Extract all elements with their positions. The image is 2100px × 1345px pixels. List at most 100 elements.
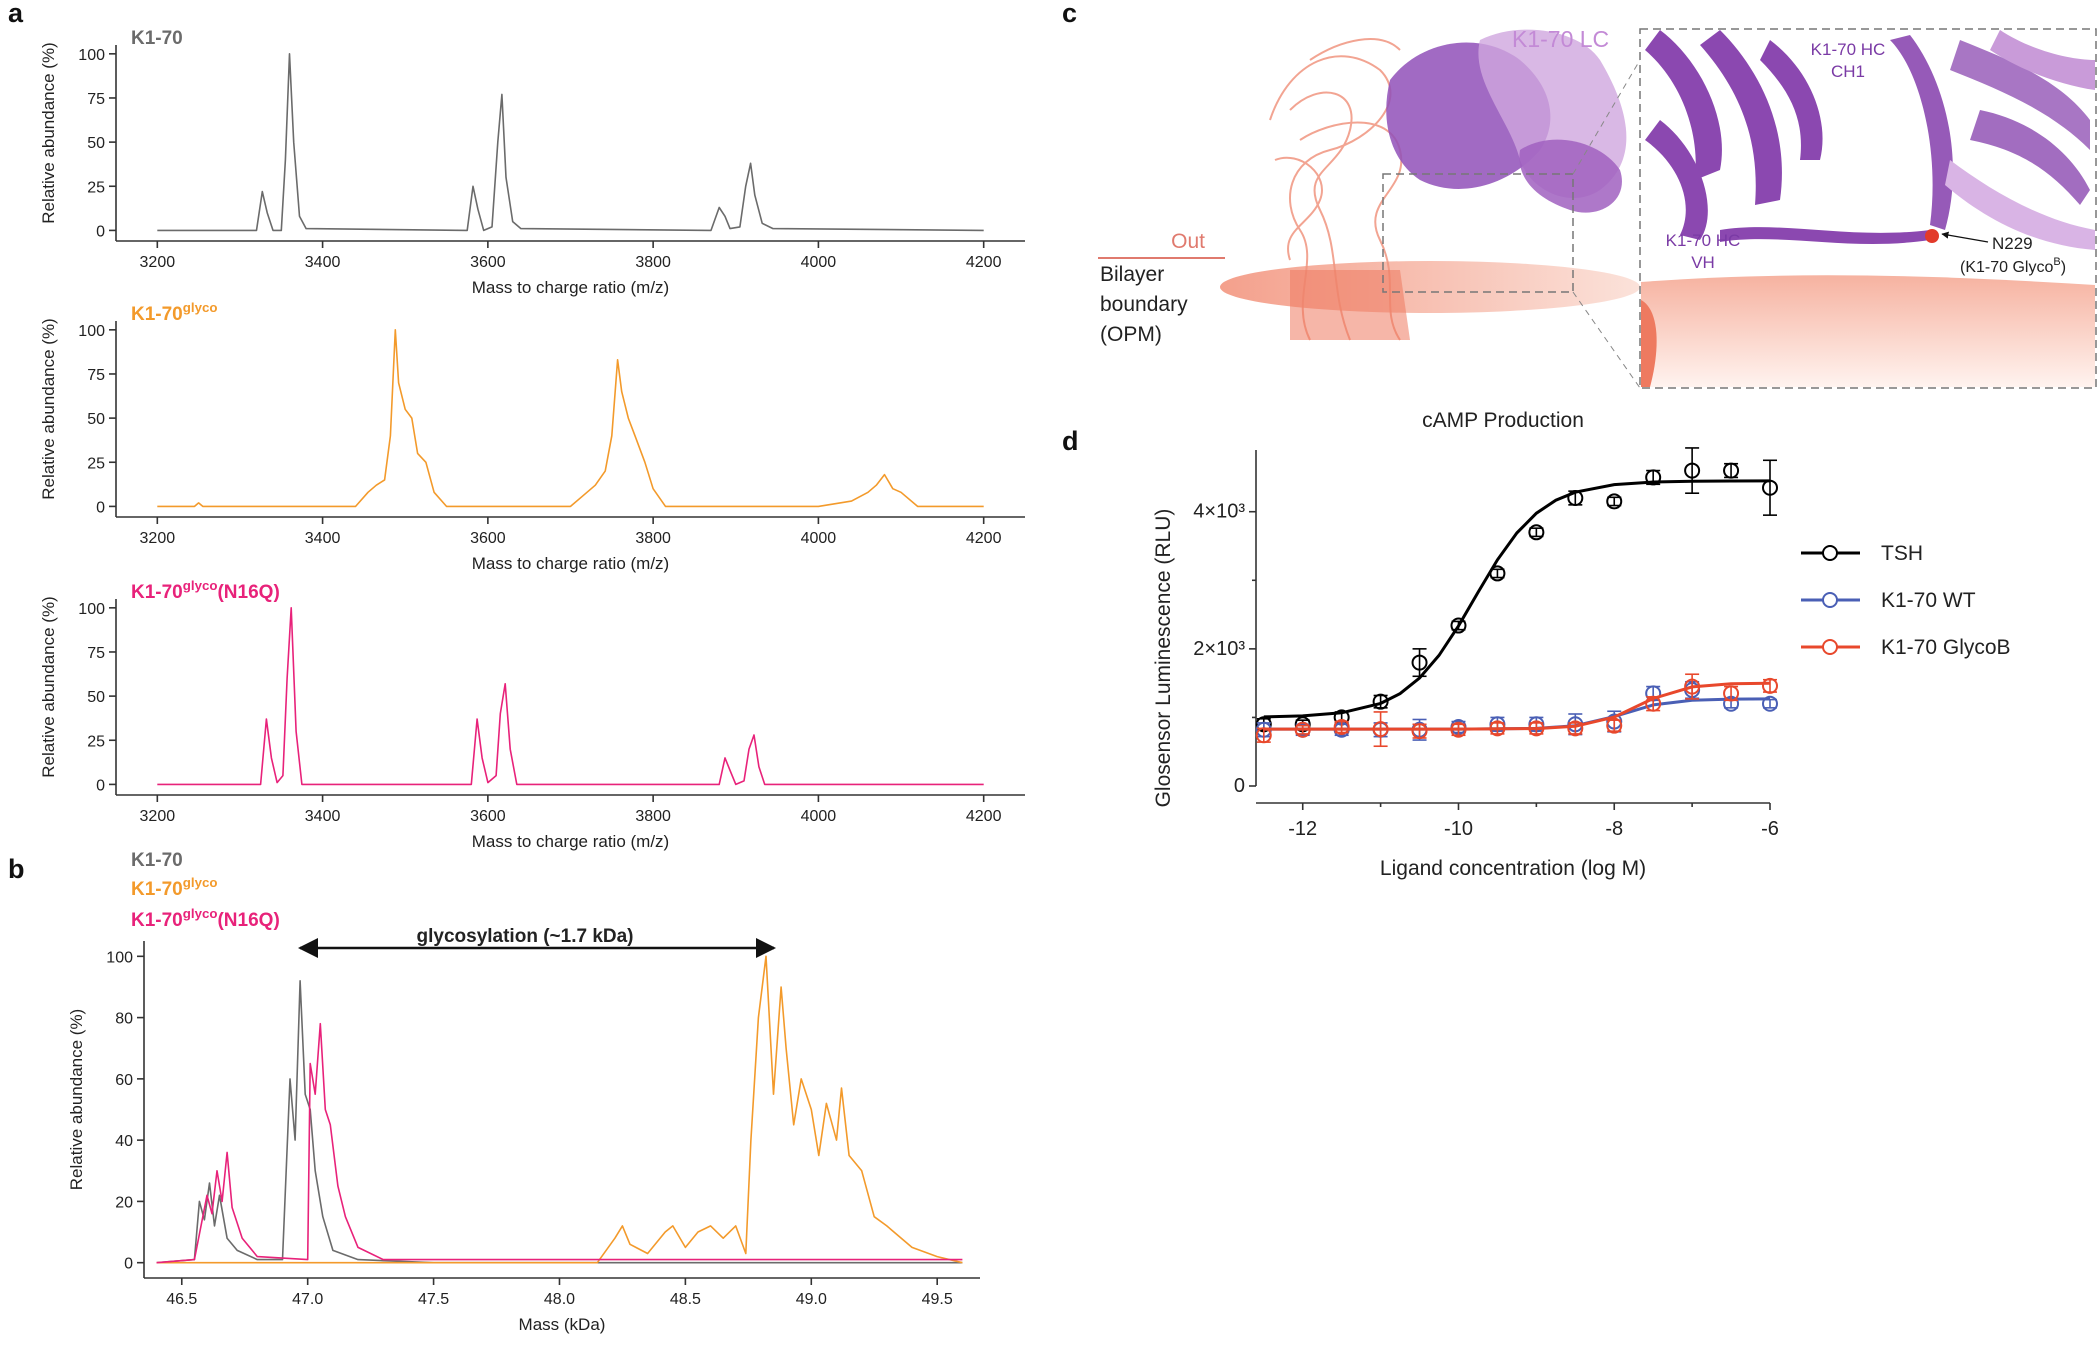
lc-label: K1-70 LC	[1512, 26, 1609, 52]
x-tick-label: 3200	[140, 808, 176, 825]
y-tick-label: 75	[87, 367, 105, 384]
spectrum-line	[156, 1022, 963, 1264]
y-axis-title: Relative abundance (%)	[39, 318, 58, 499]
data-point	[1762, 695, 1778, 712]
spectrum-line	[156, 980, 963, 1264]
legend-marker	[1822, 592, 1838, 608]
spectrum-line	[157, 329, 984, 508]
zoom-line	[1572, 291, 1641, 389]
bilayer	[1220, 261, 1640, 313]
chart-title-part: glyco	[183, 578, 218, 593]
data-point	[1372, 721, 1389, 738]
site-note-sup: B	[2053, 256, 2060, 268]
data-point	[1255, 727, 1272, 744]
data-point	[1723, 462, 1740, 479]
chart-title: K1-70glyco	[131, 300, 217, 325]
y-tick-label: 75	[87, 91, 105, 108]
legend-label: TSH	[1881, 542, 1923, 565]
x-axis-title: Mass to charge ratio (m/z)	[472, 554, 669, 573]
x-tick-label: 3600	[470, 808, 506, 825]
chart-title-part: (N16Q)	[217, 582, 279, 603]
y-tick-label: 4×10³	[1193, 501, 1245, 523]
chart-title-part: K1-70	[131, 582, 183, 603]
x-tick-label: -8	[1605, 818, 1623, 840]
data-point	[1567, 720, 1584, 737]
x-axis-title: Mass to charge ratio (m/z)	[472, 278, 669, 297]
x-tick-label: 3400	[305, 530, 341, 547]
y-axis-title: Relative abundance (%)	[39, 596, 58, 777]
x-tick-label: 3800	[635, 530, 671, 547]
x-tick-label: 47.0	[292, 1291, 323, 1308]
site-label: N229	[1992, 234, 2033, 253]
panel-label: b	[8, 854, 25, 884]
x-tick-label: 3400	[305, 254, 341, 271]
chart-title: K1-70	[131, 28, 183, 49]
bilayer-label: Bilayer	[1100, 263, 1164, 286]
y-tick-label: 20	[115, 1194, 133, 1211]
transmembrane	[1290, 270, 1410, 340]
chart-title-part: glyco	[183, 300, 218, 315]
data-point	[1333, 719, 1350, 736]
y-tick-label: 0	[1234, 775, 1245, 797]
y-tick-label: 50	[87, 689, 105, 706]
zoom-line	[1572, 59, 1641, 175]
x-tick-label: 4000	[801, 254, 837, 271]
legend-label-part: glyco	[183, 906, 218, 921]
data-point	[1645, 695, 1662, 712]
y-tick-label: 100	[78, 601, 105, 618]
chart-title: K1-70glyco(N16Q)	[131, 578, 280, 603]
x-tick-label: 3400	[305, 808, 341, 825]
data-point	[1450, 617, 1467, 634]
ch1-label: K1-70 HC	[1811, 40, 1886, 59]
y-tick-label: 50	[87, 411, 105, 428]
annotation: glycosylation (~1.7 kDa)	[417, 926, 634, 947]
panel-label: c	[1062, 0, 1077, 28]
legend-label: K1-70 WT	[1881, 589, 1976, 612]
chart-title-part: K1-70	[131, 304, 183, 325]
data-point	[1411, 654, 1428, 671]
x-tick-label: 3200	[140, 530, 176, 547]
y-tick-label: 100	[78, 47, 105, 64]
y-tick-label: 25	[87, 733, 105, 750]
y-tick-label: 100	[106, 949, 133, 966]
x-tick-label: 3200	[140, 254, 176, 271]
y-tick-label: 75	[87, 645, 105, 662]
ch1-label: CH1	[1831, 62, 1865, 81]
vh-label: VH	[1691, 253, 1715, 272]
y-tick-label: 100	[78, 323, 105, 340]
data-point	[1528, 720, 1545, 737]
data-point	[1606, 717, 1623, 734]
y-axis-title: Relative abundance (%)	[67, 1009, 86, 1190]
data-point	[1489, 565, 1506, 582]
legend-label-part: (N16Q)	[217, 910, 279, 931]
x-tick-label: -10	[1444, 818, 1473, 840]
bilayer-label: (OPM)	[1100, 323, 1162, 346]
vh-label: K1-70 HC	[1666, 231, 1741, 250]
chart-title: cAMP Production	[1422, 409, 1584, 432]
x-tick-label: 48.0	[544, 1291, 575, 1308]
y-tick-label: 80	[115, 1011, 133, 1028]
fit-curve	[1263, 681, 1771, 731]
x-tick-label: 3600	[470, 254, 506, 271]
data-point	[1606, 493, 1623, 510]
data-point	[1411, 723, 1428, 740]
chart-title-part: K1-70	[131, 28, 183, 49]
spectrum-line	[157, 53, 984, 232]
spectrum-line	[157, 607, 984, 786]
data-point	[1762, 479, 1778, 496]
legend-label-part: glyco	[183, 875, 218, 890]
y-tick-label: 60	[115, 1072, 133, 1089]
data-point	[1294, 721, 1311, 738]
y-axis-title: Relative abundance (%)	[39, 42, 58, 223]
data-point	[1684, 678, 1701, 695]
x-tick-label: 4200	[966, 254, 1002, 271]
data-point	[1645, 469, 1662, 486]
legend-label: K1-70glyco(N16Q)	[131, 906, 280, 931]
y-tick-label: 25	[87, 179, 105, 196]
inset-antibody	[1645, 30, 2095, 250]
panel-label: a	[8, 0, 24, 28]
x-tick-label: 4200	[966, 530, 1002, 547]
y-tick-label: 50	[87, 135, 105, 152]
legend-marker	[1822, 639, 1838, 655]
